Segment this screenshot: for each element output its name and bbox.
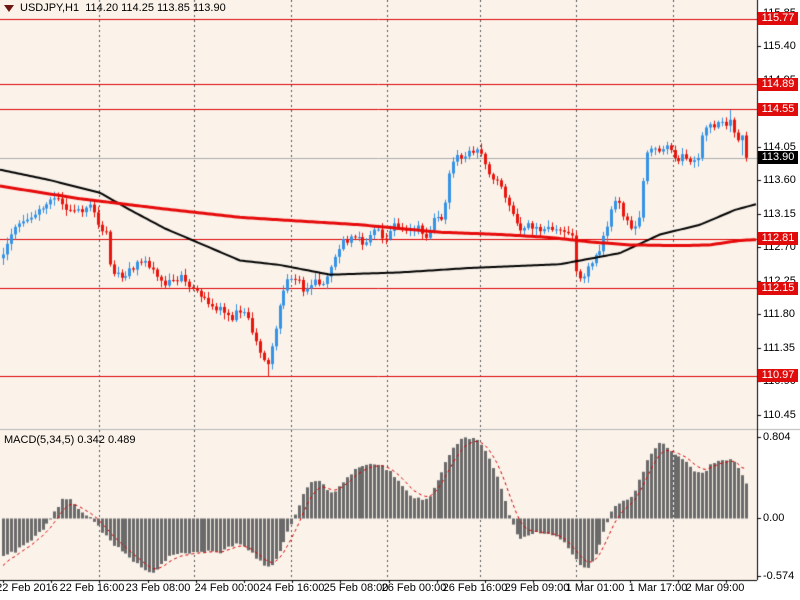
level-price-badge: 110.97 — [758, 369, 798, 383]
chart-collapse-triangle-icon[interactable] — [4, 4, 14, 12]
price-tick-label: 113.15 — [763, 207, 796, 220]
macd-indicator-label: MACD(5,34,5) 0.342 0.489 — [4, 434, 135, 446]
price-tick-label: 115.40 — [763, 40, 796, 53]
time-tick-label: 22 Feb 16:00 — [59, 582, 125, 594]
level-price-badge: 112.81 — [758, 232, 798, 246]
macd-values: 0.342 0.489 — [77, 434, 136, 446]
chart-title: USDJPY,H1 114.20 114.25 113.85 113.90 — [4, 2, 226, 14]
current-price-badge: 113.90 — [758, 151, 798, 165]
time-tick-label: 23 Feb 08:00 — [125, 582, 191, 594]
time-tick-label: 25 Feb 08:00 — [323, 582, 389, 594]
time-tick-label: 2 Mar 09:00 — [685, 582, 745, 594]
time-axis[interactable]: 22 Feb 2016 22 Feb 16:00 23 Feb 08:00 24 Fe… — [0, 581, 757, 599]
level-price-badge: 114.89 — [758, 77, 798, 91]
macd-label: MACD(5,34,5) — [4, 434, 75, 446]
price-tick-label: 111.35 — [763, 341, 796, 354]
price-tick-label: 111.80 — [763, 308, 796, 321]
price-tick-label: 114.05 — [763, 140, 796, 153]
time-tick-label: 22 Feb 2016 — [0, 582, 58, 594]
time-tick-label: 29 Feb 09:00 — [504, 582, 570, 594]
price-axis[interactable]: 115.85115.40114.95114.50114.05113.60113.… — [757, 0, 800, 600]
level-price-badge: 112.15 — [758, 281, 798, 295]
price-tick-label: 110.45 — [763, 408, 796, 421]
macd-tick-label: 0.00 — [763, 511, 785, 524]
level-price-badge: 115.77 — [758, 12, 798, 26]
time-tick-label: 24 Feb 16:00 — [259, 582, 325, 594]
symbol-period-label: USDJPY,H1 — [20, 2, 80, 14]
macd-tick-label: -0.574 — [763, 569, 795, 582]
ohlc-values: 114.20 114.25 113.85 113.90 — [85, 2, 226, 14]
time-tick-label: 1 Mar 17:00 — [628, 582, 688, 594]
time-tick-label: 26 Feb 16:00 — [442, 582, 508, 594]
macd-tick-label: 0.804 — [763, 431, 791, 444]
level-price-badge: 114.55 — [758, 102, 798, 116]
time-tick-label: 1 Mar 01:00 — [565, 582, 625, 594]
price-tick-label: 113.60 — [763, 174, 796, 187]
time-tick-label: 24 Feb 00:00 — [194, 582, 260, 594]
time-tick-label: 26 Feb 00:00 — [381, 582, 447, 594]
